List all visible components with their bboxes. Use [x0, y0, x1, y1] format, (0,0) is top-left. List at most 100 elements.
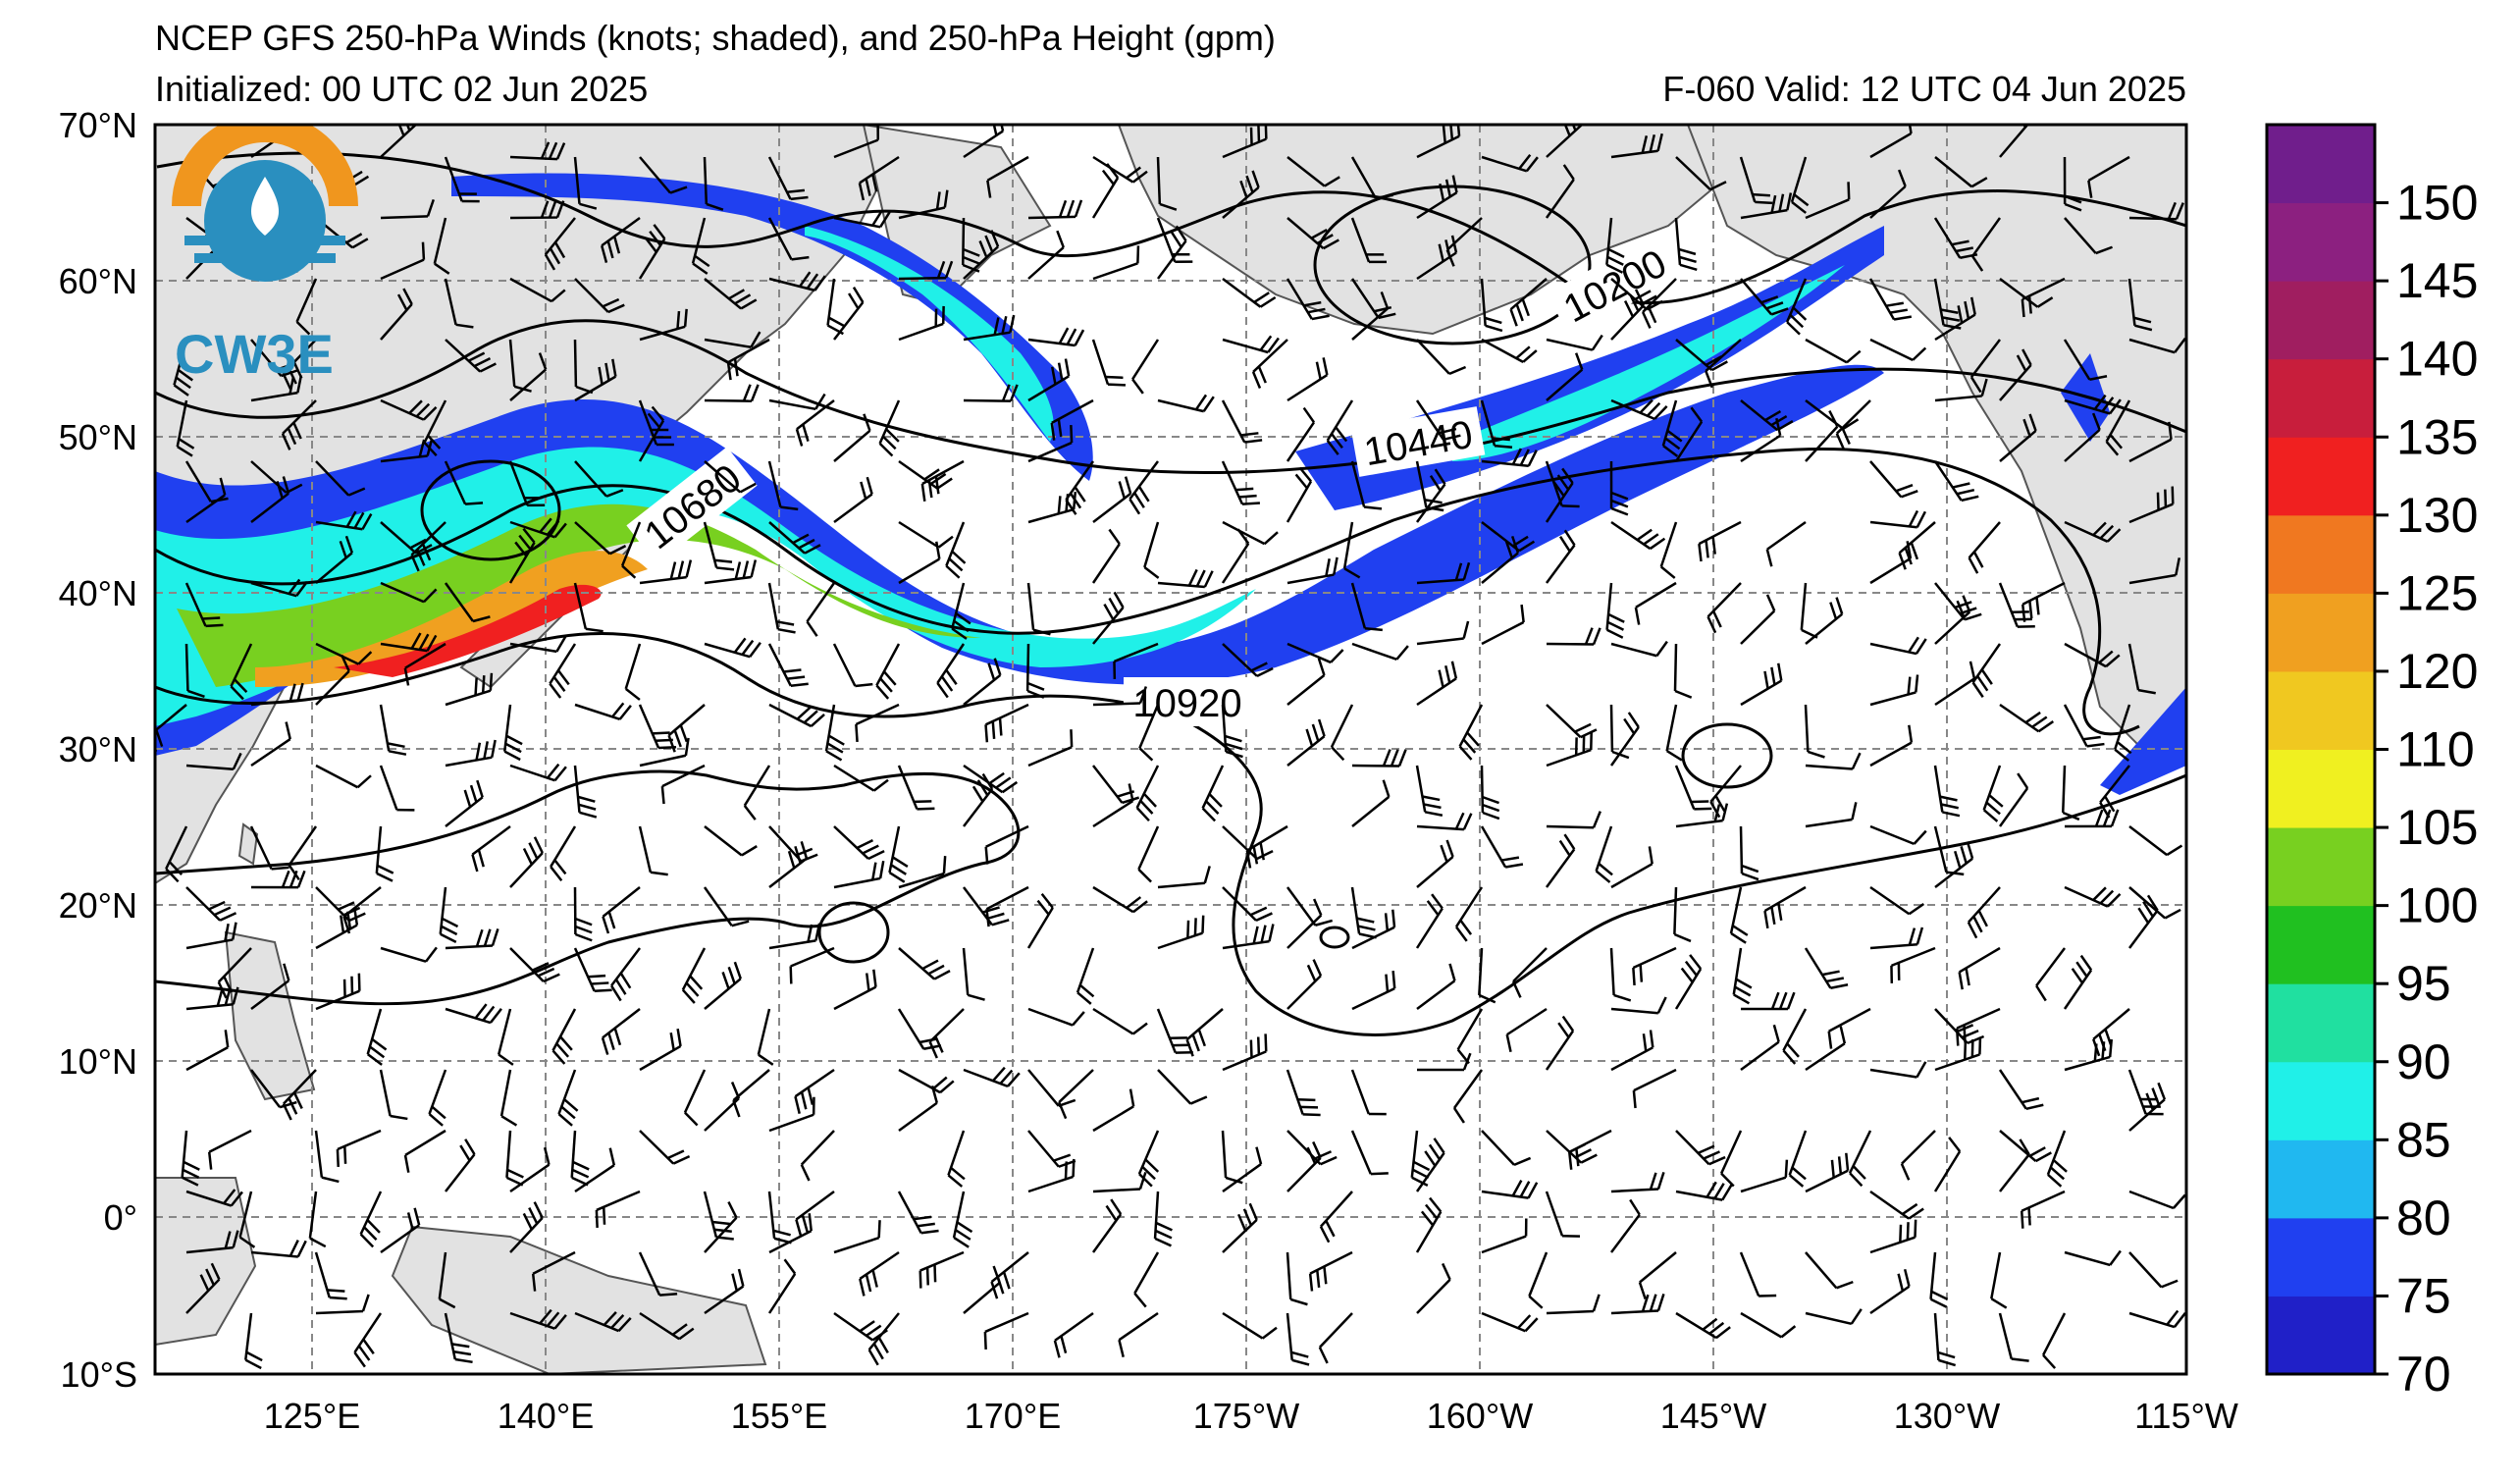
wind-barb	[833, 764, 889, 792]
wind-barb	[1351, 971, 1396, 1011]
contour-label-bg-4	[1124, 677, 1251, 726]
wind-barb	[2041, 1312, 2067, 1369]
wind-barb	[433, 217, 450, 275]
wind-barb	[315, 907, 359, 950]
wind-barb	[768, 703, 825, 728]
wind-barb	[832, 643, 873, 688]
wind-barb	[1027, 199, 1083, 220]
wind-barb	[1999, 1130, 2052, 1163]
wind-barb	[704, 961, 742, 1010]
wind-barb	[962, 947, 985, 1001]
wind-barb	[1350, 217, 1388, 264]
wind-barb	[544, 217, 576, 271]
wind-barb	[595, 1190, 641, 1228]
wind-barb	[1416, 175, 1458, 220]
wind-barb	[1222, 825, 1274, 861]
wind-barb	[1481, 1180, 1539, 1199]
wind-barb	[703, 156, 724, 211]
wind-barb	[855, 703, 900, 743]
wind-barb	[2128, 886, 2181, 920]
wind-barb	[2062, 765, 2080, 821]
wind-barb	[1740, 1311, 1797, 1339]
wind-barb	[963, 1265, 1001, 1314]
wind-barb	[2064, 394, 2122, 415]
wind-barb	[380, 946, 438, 963]
wind-barb	[945, 521, 967, 579]
wind-barb	[1221, 460, 1261, 505]
wind-barb	[1156, 1008, 1193, 1054]
wind-barb	[250, 963, 290, 1010]
wind-barb	[983, 1311, 1029, 1350]
wind-barb	[1480, 399, 1513, 450]
colorbar-swatch	[2267, 1061, 2375, 1140]
wind-barb	[1481, 154, 1539, 173]
wind-barb	[1415, 399, 1461, 442]
wind-barb	[250, 1069, 297, 1109]
wind-barb	[2128, 825, 2183, 857]
colorbar-swatch	[2267, 437, 2375, 516]
wind-barb	[824, 704, 845, 762]
wind-barb	[509, 1201, 544, 1253]
wind-barb	[898, 541, 941, 585]
wind-barb	[639, 1028, 682, 1072]
wind-barb	[1050, 398, 1094, 441]
wind-barb	[1804, 704, 1825, 759]
lon-label-140e: 140°E	[498, 1396, 594, 1436]
wind-barb	[380, 125, 417, 158]
colorbar-swatch	[2267, 905, 2375, 984]
lon-label-115w: 115°W	[2134, 1396, 2238, 1436]
wind-barb	[1416, 812, 1473, 831]
wind-barb	[1221, 399, 1263, 444]
wind-barb	[2127, 894, 2159, 949]
wind-barb	[898, 520, 954, 549]
wind-barb	[508, 527, 536, 584]
wind-barb	[1805, 409, 1839, 462]
wind-barb	[250, 682, 304, 707]
colorbar-swatch	[2267, 670, 2375, 750]
wind-barb	[1990, 1251, 2008, 1309]
colorbar-swatch	[2267, 593, 2375, 672]
cw3e-logo: CW3E	[172, 125, 358, 385]
wind-barb	[768, 923, 821, 950]
wind-barb	[984, 824, 1029, 865]
wind-barb	[1999, 348, 2032, 401]
wind-barb	[1251, 339, 1288, 390]
wind-barb	[1869, 674, 1919, 707]
wind-barb	[1091, 528, 1121, 584]
colorbar-tick-label: 100	[2396, 878, 2478, 933]
wind-barb	[1934, 1036, 1982, 1072]
wind-barb	[1546, 1294, 1601, 1315]
wind-barb	[1605, 582, 1625, 639]
wind-barb	[1027, 1158, 1076, 1193]
wind-barb	[1454, 886, 1484, 942]
wind-barb	[1934, 378, 1988, 402]
wind-barb	[509, 200, 565, 220]
wind-barb	[1157, 568, 1214, 589]
wind-barb	[1092, 1171, 1147, 1193]
wind-barb	[1638, 1251, 1677, 1299]
wind-barb	[445, 672, 494, 707]
wind-barb	[1869, 509, 1927, 529]
wind-barb	[1610, 846, 1654, 889]
wind-barb	[1969, 339, 2001, 394]
wind-barb	[1999, 125, 2029, 158]
wind-barb	[1415, 765, 1444, 817]
wind-barb	[1221, 528, 1250, 584]
wind-barb	[1156, 156, 1178, 211]
wind-barb	[2064, 1038, 2114, 1072]
indonesia-landmass	[155, 1177, 257, 1347]
wind-barb	[1998, 1069, 2044, 1111]
wind-barb	[1827, 1007, 1871, 1049]
wind-barb	[1868, 278, 1913, 321]
wind-barb	[1998, 1312, 2029, 1362]
wind-barb	[1415, 468, 1446, 523]
wind-barb	[2064, 885, 2122, 908]
wind-barb	[1221, 704, 1243, 759]
wind-barb	[471, 824, 511, 873]
wind-barb	[444, 278, 474, 329]
wind-barb	[1131, 339, 1160, 395]
wind-barb	[509, 763, 567, 782]
wind-barb	[1546, 811, 1601, 829]
wind-barb	[1351, 779, 1391, 827]
wind-barb	[1480, 278, 1503, 333]
